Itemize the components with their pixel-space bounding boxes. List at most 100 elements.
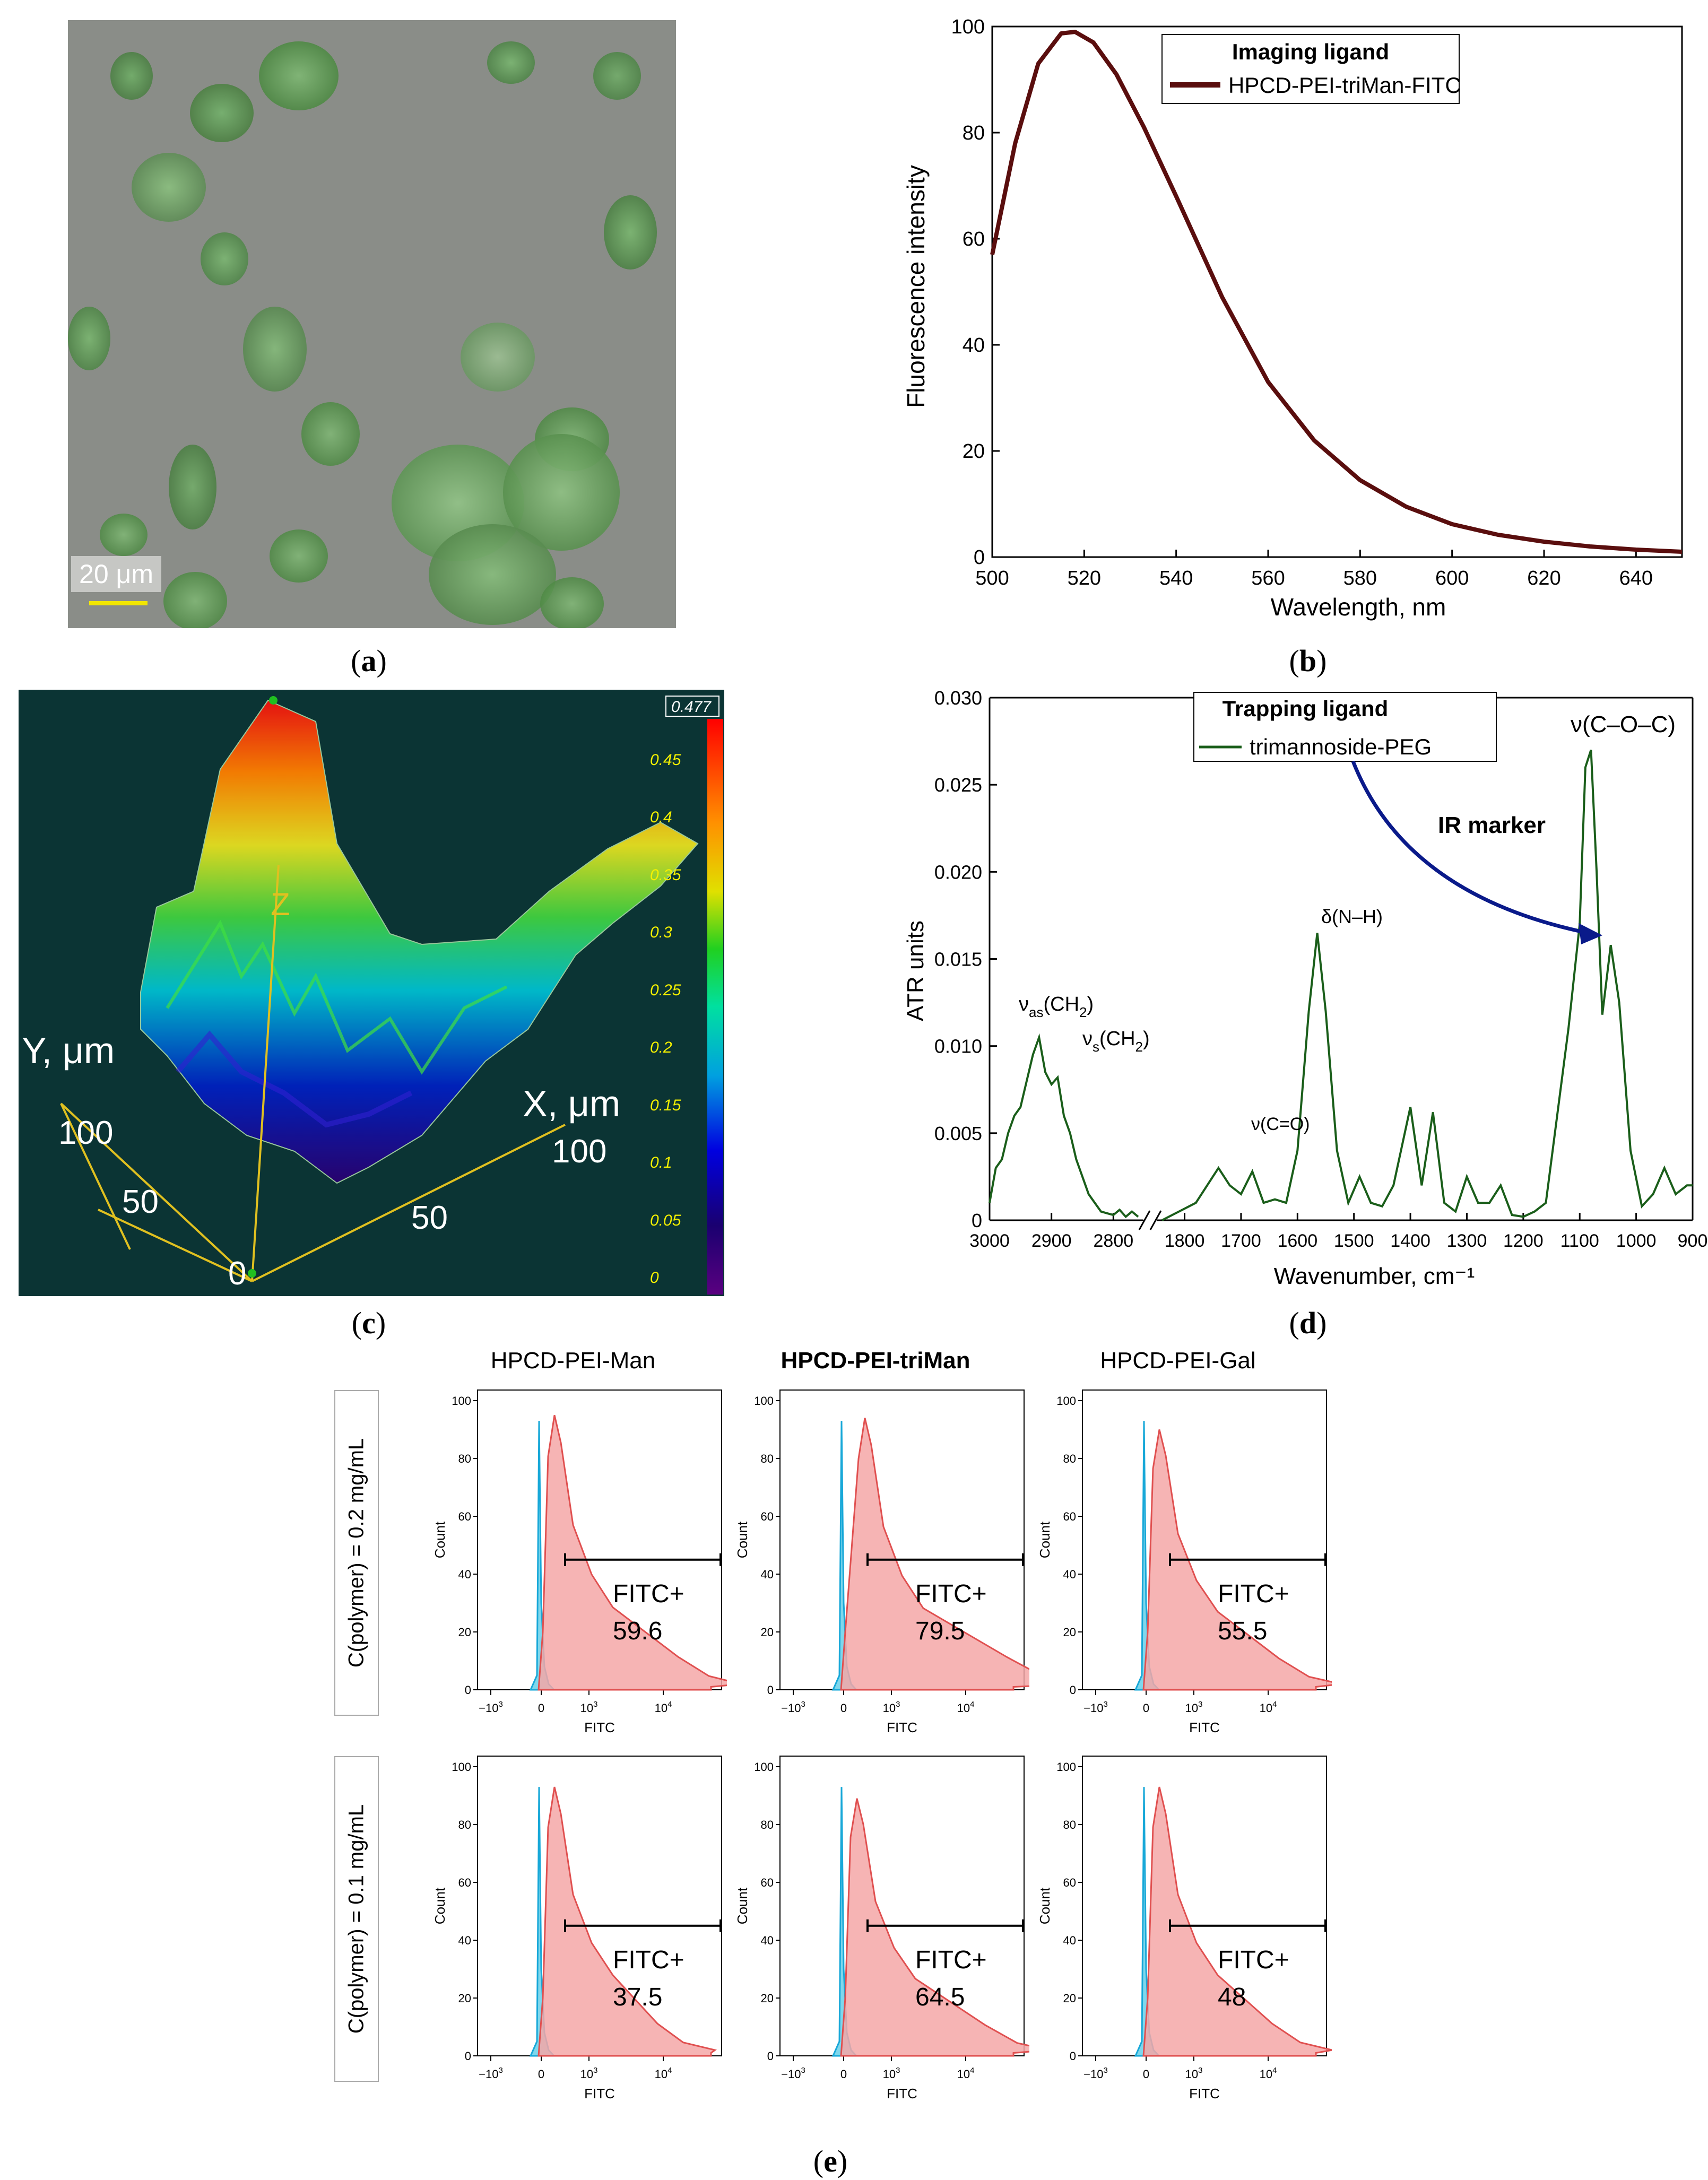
flow-xtick-label: 103: [883, 2066, 900, 2081]
flow-histogram: 020406080100Count−1030103104105FITCFITC+…: [1037, 1756, 1332, 2101]
panel-label-b: (b): [1289, 644, 1327, 678]
flow-xlabel: FITC: [584, 2086, 615, 2101]
flow-xtick-label: 103: [580, 1700, 598, 1715]
sample-histogram: [1142, 1429, 1332, 1691]
flow-xlabel: FITC: [887, 1719, 917, 1735]
flow-xtick-label: 104: [655, 2066, 672, 2081]
flow-column-header: HPCD-PEI-triMan: [781, 1348, 970, 1374]
fluorescence-ytick-label: 40: [963, 334, 985, 357]
flow-ytick-label: 80: [1063, 1452, 1076, 1465]
atr-xtick-label: 1700: [1221, 1231, 1261, 1251]
y-tick-100: 100: [58, 1115, 114, 1151]
atr-xtick-label: 1800: [1165, 1231, 1205, 1251]
flow-column-header: HPCD-PEI-Gal: [1100, 1348, 1256, 1374]
flow-ytick-label: 100: [754, 1394, 774, 1408]
colorbar-tick-label: 0.25: [650, 981, 681, 999]
atr-xtick-label: 1000: [1616, 1231, 1657, 1251]
vcoc-label: ν(C–O–C): [1571, 711, 1676, 737]
atr-ytick-label: 0.025: [934, 774, 982, 796]
y-axis-title: Y, μm: [22, 1030, 115, 1071]
atr-xlabel: Wavenumber, cm⁻¹: [1274, 1263, 1475, 1289]
panel-label-a: (a): [351, 644, 387, 678]
flow-ytick-label: 20: [761, 1992, 774, 2005]
flow-ytick-label: 40: [458, 1568, 471, 1581]
flow-ylabel: Count: [432, 1887, 448, 1924]
flow-ytick-label: 60: [458, 1510, 471, 1523]
flow-ytick-label: 80: [458, 1452, 471, 1465]
flow-xlabel: FITC: [1189, 1719, 1220, 1735]
fluorescence-line: [990, 30, 1683, 554]
flow-ytick-label: 60: [761, 1510, 774, 1523]
gate-label: FITC+: [1218, 1580, 1289, 1608]
flow-ytick-label: 0: [767, 1683, 774, 1697]
flow-xtick-label: 103: [1185, 1700, 1203, 1715]
flow-ytick-label: 80: [458, 1818, 471, 1831]
flow-histogram: 020406080100Count−1030103104105FITCFITC+…: [734, 1756, 1029, 2101]
flow-ytick-label: 60: [761, 1876, 774, 1889]
flow-column-header: HPCD-PEI-Man: [490, 1348, 656, 1374]
fluorescence-xtick-label: 640: [1619, 567, 1653, 589]
flow-row-label: C(polymer) = 0.1 mg/mL: [344, 1804, 368, 2034]
flow-xtick-label: 104: [957, 1700, 975, 1715]
flow-ytick-label: 100: [754, 1760, 774, 1774]
fluorescence-xtick-label: 500: [975, 567, 1009, 589]
sample-histogram: [840, 1418, 1029, 1691]
atr-ytick-label: 0: [972, 1210, 982, 1231]
colorbar-max: 0.477: [671, 698, 712, 716]
gate-label: FITC+: [613, 1580, 684, 1608]
flow-xlabel: FITC: [584, 1719, 615, 1735]
flow-histogram: 020406080100Count−1030103104105FITCFITC+…: [1037, 1389, 1332, 1735]
panel-label-d: (d): [1289, 1306, 1327, 1340]
dnh-label: δ(N–H): [1321, 906, 1383, 927]
atr-legend-entry: trimannoside-PEG: [1250, 734, 1432, 759]
flow-histogram: 020406080100Count−1030103104105FITCFITC+…: [432, 1389, 727, 1735]
x-tick-50: 50: [411, 1200, 448, 1236]
flow-ytick-label: 40: [1063, 1934, 1076, 1947]
flow-ytick-label: 0: [767, 2049, 774, 2063]
flow-xtick-label: 0: [840, 2068, 847, 2081]
atr-ytick-label: 0.005: [934, 1123, 982, 1144]
gate-label: FITC+: [613, 1946, 684, 1974]
fluorescence-xtick-label: 540: [1159, 567, 1193, 589]
flow-ylabel: Count: [734, 1521, 750, 1558]
flow-ytick-label: 40: [761, 1934, 774, 1947]
atr-ytick-label: 0.030: [934, 687, 982, 709]
atr-ytick-label: 0.010: [934, 1036, 982, 1057]
flow-ytick-label: 80: [761, 1452, 774, 1465]
scale-bar: [89, 601, 148, 605]
fluorescence-axes: 500 520 540 560 580 600 620 640 0 20 40 60 80 100: [951, 16, 1683, 589]
fluorescence-ytick-label: 60: [963, 228, 985, 250]
gate-value: 37.5: [613, 1983, 662, 2011]
panel-label-e: (e): [813, 2144, 848, 2178]
flow-ytick-label: 80: [1063, 1818, 1076, 1831]
flow-ytick-label: 20: [761, 1626, 774, 1639]
gate-value: 64.5: [915, 1983, 965, 2011]
flow-xtick-label: 0: [538, 2068, 544, 2081]
atr-xtick-label: 3000: [969, 1231, 1010, 1251]
colorbar-tick-label: 0.15: [650, 1096, 681, 1114]
colorbar-tick-label: 0.2: [650, 1039, 672, 1057]
gate-value: 79.5: [915, 1617, 965, 1645]
flow-ytick-label: 0: [465, 2049, 471, 2063]
fluorescence-ylabel: Fluorescence intensity: [902, 165, 930, 408]
atr-xtick-label: 1400: [1390, 1231, 1430, 1251]
flow-xlabel: FITC: [887, 2086, 917, 2101]
flow-xtick-label: 0: [840, 1701, 847, 1715]
sample-histogram: [1142, 1786, 1332, 2057]
flow-xtick-label: −103: [479, 2066, 503, 2081]
flow-xtick-label: 104: [1260, 1700, 1277, 1715]
flow-xtick-label: 104: [957, 2066, 975, 2081]
flow-ytick-label: 0: [465, 1683, 471, 1697]
fluorescence-ytick-label: 100: [951, 16, 985, 38]
atr-series: [989, 749, 1693, 1221]
fluorescence-legend-box: [1161, 34, 1460, 104]
flow-cytometry-grid: HPCD-PEI-Man HPCD-PEI-triMan HPCD-PEI-Gal C…: [334, 1348, 1342, 2133]
flow-row-label-box: C(polymer) = 0.1 mg/mL: [334, 1756, 379, 2082]
sample-histogram: [537, 1786, 717, 2057]
atr-xtick-label: 1500: [1334, 1231, 1374, 1251]
flow-xtick-label: 0: [1143, 2068, 1149, 2081]
flow-ytick-label: 40: [1063, 1568, 1076, 1581]
flow-ytick-label: 60: [458, 1876, 471, 1889]
ir-marker-arrowhead: [1579, 923, 1602, 944]
flow-histogram: 020406080100Count−1030103104105FITCFITC+…: [734, 1389, 1029, 1735]
